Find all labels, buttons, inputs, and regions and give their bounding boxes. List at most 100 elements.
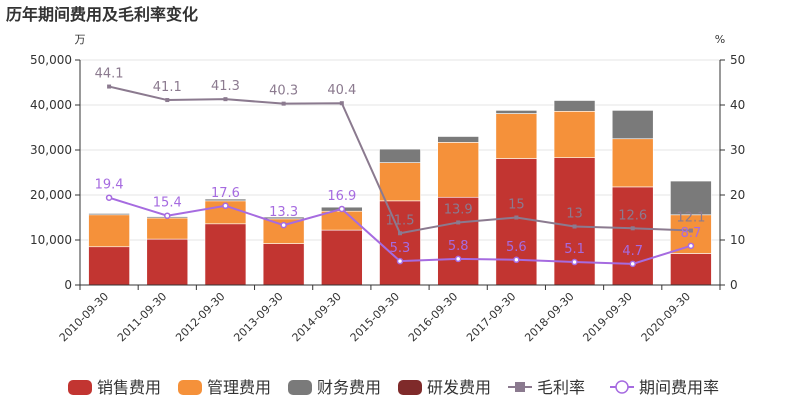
data-labels: 44.1 41.1 41.3 40.3 40.4 11.5 13.9 15 13 12.6 12.1… <box>95 67 706 259</box>
data-label: 40.4 <box>327 83 356 98</box>
x-axis-tick-label: 2017-09-30 <box>464 290 518 344</box>
legend-label[interactable]: 管理费用 <box>207 378 271 397</box>
legend-marker <box>515 382 525 392</box>
line-point[interactable] <box>165 98 170 103</box>
data-label: 15 <box>508 198 525 213</box>
bar-2[interactable] <box>379 162 421 202</box>
bar-2[interactable] <box>553 111 596 158</box>
left-axis-tick-label: 50,000 <box>30 53 72 67</box>
bar-1[interactable] <box>495 158 538 286</box>
line-point[interactable] <box>571 258 578 266</box>
right-axis-unit: % <box>715 33 725 46</box>
bar-2[interactable] <box>495 113 538 159</box>
legend-swatch[interactable] <box>288 380 312 395</box>
data-label: 11.5 <box>386 213 415 228</box>
bar-3[interactable] <box>437 136 479 143</box>
line-point[interactable] <box>222 202 229 210</box>
bar-3[interactable] <box>88 213 130 216</box>
chart-title: 历年期间费用及毛利率变化 <box>6 5 198 24</box>
data-label: 13 <box>566 207 583 222</box>
x-axis-tick-label: 2018-09-30 <box>522 290 576 344</box>
data-label: 5.3 <box>390 241 411 256</box>
legend-label[interactable]: 财务费用 <box>317 378 381 397</box>
legend-swatch[interactable] <box>68 380 92 395</box>
x-axis-tick-label: 2011-09-30 <box>115 290 169 344</box>
bar-1[interactable] <box>670 253 712 286</box>
data-label: 13.9 <box>444 202 473 217</box>
line-point[interactable] <box>687 242 695 250</box>
data-label: 44.1 <box>95 67 124 82</box>
lines <box>105 84 695 268</box>
line-point[interactable] <box>630 226 635 231</box>
line-point[interactable] <box>339 101 344 106</box>
bar-1[interactable] <box>611 186 654 286</box>
data-label: 8.7 <box>681 226 702 241</box>
right-axis-tick-label: 50 <box>730 53 745 67</box>
right-axis-tick-label: 20 <box>730 188 745 202</box>
data-label: 40.3 <box>269 84 298 99</box>
x-axis-tick-label: 2015-09-30 <box>348 290 402 344</box>
data-label: 5.8 <box>448 239 469 254</box>
bar-2[interactable] <box>437 142 479 198</box>
line-point[interactable] <box>105 194 113 201</box>
x-axis-tick-label: 2020-09-30 <box>639 290 693 344</box>
x-axis-tick-label: 2013-09-30 <box>231 290 285 344</box>
bar-3[interactable] <box>495 110 538 114</box>
left-axis-tick-label: 10,000 <box>30 233 72 247</box>
line-point[interactable] <box>572 224 577 229</box>
bar-3[interactable] <box>379 148 421 163</box>
data-label: 12.6 <box>618 208 647 223</box>
legend-swatch[interactable] <box>178 380 202 395</box>
line-point[interactable] <box>629 260 636 268</box>
x-axis-tick-label: 2012-09-30 <box>173 290 227 344</box>
bar-2[interactable] <box>88 214 130 248</box>
data-label: 5.1 <box>564 242 585 257</box>
x-axis-tick-label: 2010-09-30 <box>57 290 111 344</box>
bar-3[interactable] <box>670 180 712 216</box>
right-axis-tick-label: 40 <box>730 98 745 112</box>
legend-label[interactable]: 毛利率 <box>537 378 585 397</box>
bar-3[interactable] <box>204 198 247 202</box>
bar-2[interactable] <box>611 138 654 188</box>
bar-1[interactable] <box>437 196 479 286</box>
legend-label[interactable]: 期间费用率 <box>639 378 719 397</box>
bar-1[interactable] <box>88 246 130 286</box>
legend[interactable]: 销售费用 管理费用 财务费用 研发费用 毛利率 期间费用率 <box>68 378 719 397</box>
line-point[interactable] <box>688 228 693 233</box>
line-point[interactable] <box>164 212 171 219</box>
bar-1[interactable] <box>262 243 305 286</box>
bar-1[interactable] <box>146 238 189 286</box>
line-point[interactable] <box>338 205 346 213</box>
line-point[interactable] <box>281 101 286 106</box>
line-point[interactable] <box>396 257 404 265</box>
data-label: 4.7 <box>622 244 643 259</box>
x-axis-tick-label: 2019-09-30 <box>580 290 634 344</box>
left-axis-tick-label: 20,000 <box>30 188 72 202</box>
x-axis-tick-label: 2016-09-30 <box>406 290 460 344</box>
data-label: 5.6 <box>506 240 527 255</box>
legend-swatch[interactable] <box>398 380 422 395</box>
legend-label[interactable]: 研发费用 <box>427 378 491 397</box>
data-label: 19.4 <box>95 178 124 193</box>
bar-3[interactable] <box>553 100 596 112</box>
bar-1[interactable] <box>204 223 247 286</box>
line-point[interactable] <box>280 221 287 229</box>
right-axis-tick-label: 30 <box>730 143 745 157</box>
data-label: 15.4 <box>153 196 182 211</box>
line-point[interactable] <box>456 220 461 225</box>
line-point[interactable] <box>398 231 402 236</box>
bars <box>88 100 712 286</box>
data-label: 12.1 <box>676 211 705 226</box>
left-axis-unit: 万 <box>75 33 86 46</box>
bar-3[interactable] <box>611 110 654 140</box>
line-point[interactable] <box>514 215 519 220</box>
bar-1[interactable] <box>379 200 421 286</box>
legend-label[interactable]: 销售费用 <box>97 378 161 397</box>
bar-2[interactable] <box>146 217 189 240</box>
line-point[interactable] <box>107 84 112 89</box>
line-point[interactable] <box>454 255 462 263</box>
line-point[interactable] <box>223 97 228 102</box>
line-point[interactable] <box>513 256 520 264</box>
bar-1[interactable] <box>321 229 363 286</box>
